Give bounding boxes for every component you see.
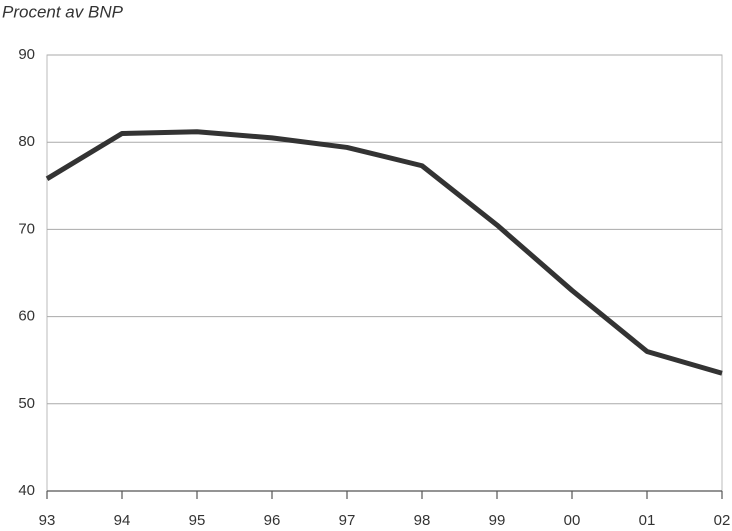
x-tick-label: 00 <box>564 512 581 529</box>
y-tick-label: 80 <box>18 133 35 150</box>
y-tick-label: 50 <box>18 395 35 412</box>
x-tick-label: 93 <box>39 512 56 529</box>
y-tick-label: 60 <box>18 308 35 325</box>
data-line <box>45 129 723 376</box>
x-tick-label: 99 <box>489 512 506 529</box>
x-tick-label: 96 <box>264 512 281 529</box>
y-tick-label: 70 <box>18 220 35 237</box>
x-tick-label: 97 <box>339 512 356 529</box>
x-tick-label: 94 <box>114 512 131 529</box>
y-tick-label: 40 <box>18 482 35 499</box>
y-tick-label: 90 <box>18 46 35 63</box>
chart-title: Procent av BNP <box>2 2 124 21</box>
plot-area <box>46 54 723 492</box>
x-tick-label: 01 <box>639 512 656 529</box>
x-tick-label: 98 <box>414 512 431 529</box>
x-tick-label: 02 <box>714 512 731 529</box>
x-tick-label: 95 <box>189 512 206 529</box>
